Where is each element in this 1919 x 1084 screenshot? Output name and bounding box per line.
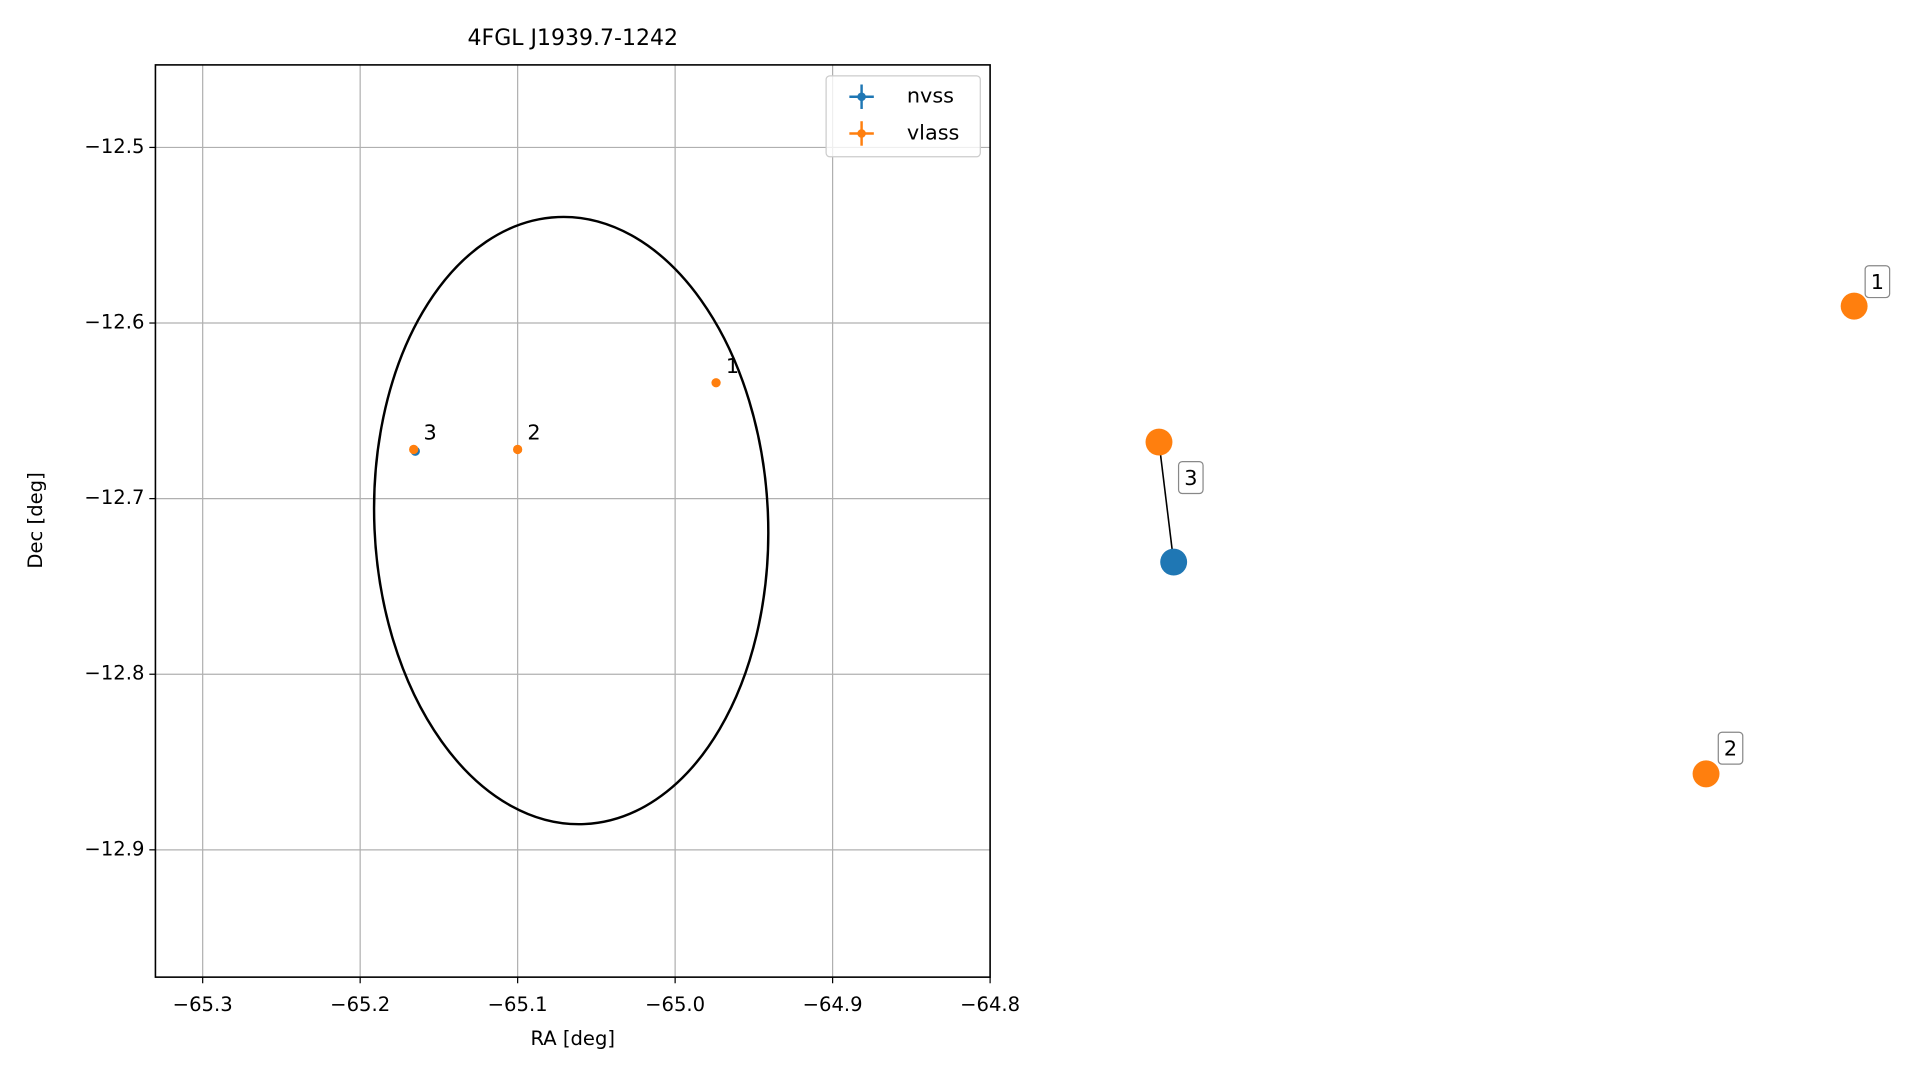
node-label: 2 bbox=[1724, 736, 1737, 760]
x-tick-label: −65.1 bbox=[488, 993, 548, 1016]
node bbox=[1692, 760, 1720, 788]
node bbox=[1160, 548, 1188, 576]
node bbox=[1840, 292, 1868, 320]
node-label-box bbox=[1177, 461, 1204, 495]
point-label: 3 bbox=[423, 421, 436, 445]
chart-title: 4FGL J1939.7-1242 bbox=[468, 26, 678, 51]
x-axis-label: RA [deg] bbox=[530, 1027, 615, 1050]
node bbox=[1145, 428, 1173, 456]
node-label: 1 bbox=[1871, 270, 1884, 294]
x-tick-label: −64.8 bbox=[960, 993, 1020, 1016]
x-tick-label: −65.3 bbox=[173, 993, 233, 1016]
node-label-box bbox=[1864, 265, 1891, 299]
y-tick-label: −12.6 bbox=[84, 311, 144, 334]
node-label: 3 bbox=[1184, 466, 1197, 490]
y-axis-label: Dec [deg] bbox=[24, 472, 47, 568]
legend-box bbox=[825, 75, 981, 158]
y-tick-label: −12.7 bbox=[84, 486, 144, 509]
y-tick-label: −12.9 bbox=[84, 837, 144, 860]
uncertainty-ellipse bbox=[372, 215, 770, 826]
y-tick-label: −12.5 bbox=[84, 135, 144, 158]
y-tick-label: −12.8 bbox=[84, 662, 144, 685]
legend-label: vlass bbox=[907, 120, 959, 144]
legend-label: nvss bbox=[907, 84, 954, 108]
node-label-box bbox=[1717, 731, 1744, 765]
legend-marker bbox=[857, 92, 866, 102]
point bbox=[409, 444, 419, 455]
x-tick-label: −65.2 bbox=[330, 993, 390, 1016]
point-label: 1 bbox=[726, 354, 739, 378]
point bbox=[711, 378, 721, 388]
point-label: 2 bbox=[527, 421, 540, 445]
plot-frame bbox=[154, 64, 991, 978]
legend-marker bbox=[857, 129, 866, 138]
x-tick-label: −65.0 bbox=[645, 993, 705, 1016]
x-tick-label: −64.9 bbox=[803, 993, 863, 1016]
point bbox=[512, 444, 523, 455]
edge bbox=[1158, 441, 1175, 563]
